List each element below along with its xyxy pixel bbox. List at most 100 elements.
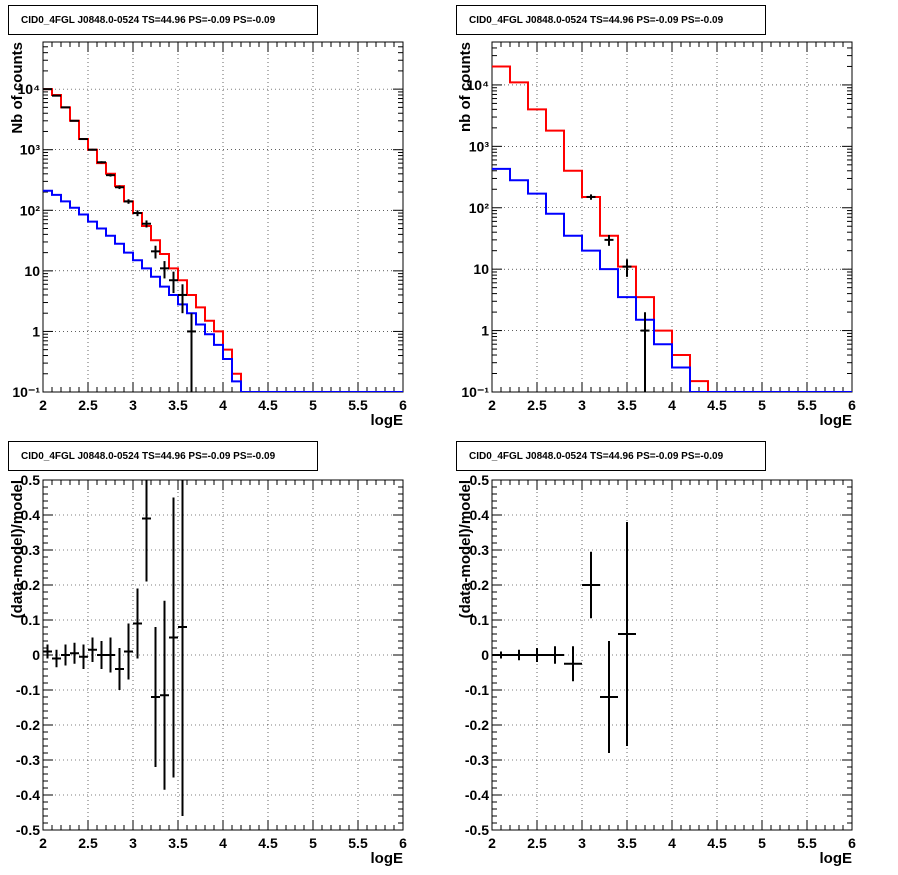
x-tick-label: 3 [129, 397, 137, 413]
y-tick-label: 0.1 [21, 612, 41, 628]
chart-panel-3: 2 2.5 3 3.5 4 4.5 5 5.5 6 -0.5 -0.4 -0.3 -0.2 -0.1 0 0.… [9, 472, 407, 867]
x-tick-label: 2 [39, 397, 47, 413]
y-tick-label: 10⁻¹ [461, 384, 489, 400]
residual-point [582, 551, 600, 619]
y-tick-label: 0.4 [470, 507, 490, 523]
x-tick-label: 4.5 [707, 397, 727, 413]
y-tick-label: 10 [473, 261, 489, 277]
residual-point [178, 480, 187, 816]
residual-point [79, 644, 88, 669]
x-tick-label: 5 [758, 397, 766, 413]
x-axis-label: logE [371, 850, 404, 867]
x-tick-label: 6 [399, 835, 407, 851]
x-tick-label: 4 [668, 835, 676, 851]
y-tick-label: 10² [20, 202, 41, 218]
residual-point [510, 649, 528, 661]
histogram-series-1 [492, 65, 852, 392]
residual-point [169, 497, 178, 778]
x-tick-label: 5.5 [797, 835, 817, 851]
data-point [133, 210, 142, 217]
chart-title-4: CID0_4FGL J0848.0-0524 TS=44.96 PS=-0.09… [456, 441, 766, 471]
y-tick-label: 0.2 [21, 577, 41, 593]
data-point [106, 173, 115, 177]
data-point [178, 284, 187, 314]
x-tick-label: 2.5 [78, 397, 98, 413]
y-tick-label: -0.1 [16, 682, 40, 698]
y-tick-label: 1 [481, 323, 489, 339]
y-tick-label: 0 [481, 647, 489, 663]
y-tick-label: 1 [32, 323, 40, 339]
y-axis-label: (data-model)/model [457, 480, 474, 618]
data-point [169, 271, 178, 294]
residual-point [70, 642, 79, 664]
y-tick-label: -0.3 [465, 752, 489, 768]
residual-point [151, 627, 160, 767]
residual-point [106, 637, 115, 673]
y-axis-label: Nb of counts [9, 42, 26, 134]
residual-point [97, 641, 106, 669]
y-axis-label: (data-model)/model [9, 480, 26, 618]
y-tick-label: 0.5 [470, 472, 490, 488]
residual-point [492, 651, 510, 659]
plot-area [492, 65, 852, 392]
x-tick-label: 5.5 [348, 835, 368, 851]
chart-panel-1: 2 2.5 3 3.5 4 4.5 5 5.5 6 10⁻¹ 1 10 10² 10³ 10⁴ logE Nb … [9, 41, 407, 429]
histogram-series-2 [492, 167, 852, 392]
x-axis-label: logE [371, 412, 404, 429]
plot-area [492, 522, 636, 753]
x-tick-label: 3.5 [168, 397, 188, 413]
x-axis-label: logE [820, 850, 853, 867]
residual-point [88, 637, 97, 662]
data-point [124, 199, 133, 204]
y-tick-label: 10² [469, 200, 490, 216]
residual-point [564, 646, 582, 682]
data-point [115, 185, 124, 190]
residual-point [61, 644, 70, 666]
data-point [151, 245, 160, 259]
y-tick-label: 10³ [469, 138, 490, 154]
y-tick-label: 10⁴ [467, 77, 490, 93]
data-point [604, 235, 614, 246]
chart-title-1: CID0_4FGL J0848.0-0524 TS=44.96 PS=-0.09… [8, 5, 318, 35]
x-tick-label: 4.5 [258, 397, 278, 413]
y-tick-label: 0.3 [470, 542, 490, 558]
x-tick-label: 3.5 [617, 397, 637, 413]
y-axis-label: nb of counts [457, 42, 474, 132]
x-tick-label: 6 [848, 397, 856, 413]
x-tick-label: 6 [399, 397, 407, 413]
x-tick-label: 5 [758, 835, 766, 851]
x-tick-label: 4 [219, 835, 227, 851]
x-tick-label: 2 [488, 835, 496, 851]
chart-panel-2: 2 2.5 3 3.5 4 4.5 5 5.5 6 10⁻¹ 1 10 10² 10³ 10⁴ logE nb … [457, 41, 856, 429]
plot-area [43, 88, 403, 392]
data-point [88, 148, 97, 151]
x-tick-label: 3 [578, 397, 586, 413]
data-point [70, 119, 79, 122]
residual-point [124, 623, 133, 680]
y-tick-label: -0.4 [465, 787, 489, 803]
data-point [43, 88, 52, 91]
x-tick-label: 3 [129, 835, 137, 851]
y-tick-label: 10⁴ [18, 81, 41, 97]
y-tick-label: -0.3 [16, 752, 40, 768]
x-tick-label: 2.5 [527, 397, 547, 413]
x-tick-label: 3.5 [168, 835, 188, 851]
residual-point [52, 649, 61, 668]
residual-point [618, 522, 636, 746]
y-tick-label: 0.1 [470, 612, 490, 628]
chart-panel-4: 2 2.5 3 3.5 4 4.5 5 5.5 6 -0.5 -0.4 -0.3 -0.2 -0.1 0 0.… [457, 472, 856, 867]
y-tick-label: -0.5 [465, 822, 489, 838]
residual-point [600, 641, 618, 753]
residual-point [142, 480, 151, 582]
x-tick-label: 5.5 [797, 397, 817, 413]
residual-point [133, 588, 142, 659]
data-point [640, 312, 650, 392]
x-tick-label: 5 [309, 835, 317, 851]
y-tick-label: 0 [32, 647, 40, 663]
y-tick-label: 10 [24, 263, 40, 279]
x-tick-label: 4.5 [258, 835, 278, 851]
residual-point [546, 646, 564, 664]
y-tick-label: 10³ [20, 142, 41, 158]
x-tick-label: 6 [848, 835, 856, 851]
y-tick-label: -0.2 [16, 717, 40, 733]
